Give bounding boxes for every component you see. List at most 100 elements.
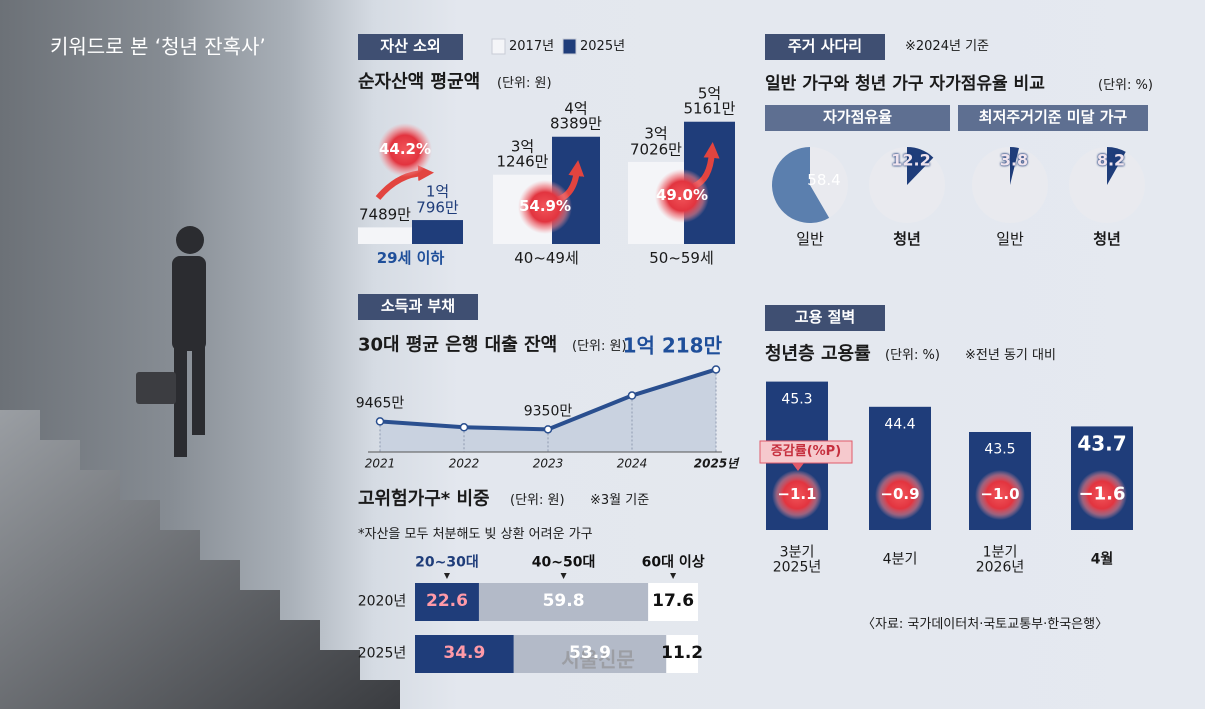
value-label: 45.3 <box>781 391 813 408</box>
bar-segment <box>648 583 698 621</box>
value-label: 43.5 <box>984 441 1016 458</box>
category-label: 청년 <box>1093 230 1121 249</box>
note: ※2024년 기준 <box>905 39 989 55</box>
section-header <box>358 294 478 320</box>
change-circle <box>875 470 925 520</box>
stairs <box>0 410 400 709</box>
change-label: −1.6 <box>1078 483 1126 505</box>
footnote: *자산을 모두 처분해도 빚 상환 어려운 가구 <box>358 527 593 543</box>
change-circle <box>378 123 432 177</box>
x-tick-label: 2022 <box>448 456 480 471</box>
bar <box>358 227 412 244</box>
x-tick-label: 40~49세 <box>514 249 579 268</box>
growth-label: 44.2% <box>378 140 432 159</box>
pie-slice <box>1010 147 1019 185</box>
section-header-label: 자산 소외 <box>380 37 441 56</box>
x-tick-label: 1분기 2026년 <box>975 544 1025 575</box>
value-label: 53.9 <box>569 643 612 664</box>
x-tick-label: 3분기 2025년 <box>772 544 822 575</box>
bar-segment <box>415 583 479 621</box>
value-label: 34.9 <box>443 643 486 664</box>
category-label: 일반 <box>996 230 1024 249</box>
value-label: 5억 5161만 <box>683 84 736 118</box>
change-circle <box>975 470 1025 520</box>
growth-label: 49.0% <box>655 186 709 205</box>
value-label: 1억 218만 <box>622 333 722 358</box>
chart-title: 순자산액 평균액 <box>358 71 481 93</box>
value-label: 3.8 <box>999 150 1029 170</box>
point <box>627 391 637 400</box>
point <box>459 423 469 432</box>
change-circle <box>655 169 709 223</box>
x-tick-label: 2023 <box>532 456 564 471</box>
legend-pointer <box>560 573 567 579</box>
value-label: 9465만 <box>355 396 405 413</box>
change-label: −1.1 <box>777 485 817 504</box>
change-circle <box>518 180 572 234</box>
legend-pointer <box>443 573 450 579</box>
chart-title: 일반 가구와 청년 가구 자가점유율 비교 <box>765 74 1045 95</box>
x-tick-label: 2025년 <box>693 456 739 471</box>
section-header-label: 주거 사다리 <box>787 37 863 56</box>
watermark: 서울신문 <box>561 647 635 672</box>
change-label: −1.0 <box>980 485 1020 504</box>
x-tick-label: 2024 <box>616 456 648 471</box>
group-header-label: 최저주거기준 미달 가구 <box>978 108 1128 127</box>
value-label: 12.2 <box>891 150 931 170</box>
man-figure <box>136 226 206 457</box>
x-tick-label: 29세 이하 <box>376 249 445 268</box>
category-label: 청년 <box>893 230 921 249</box>
change-label: −0.9 <box>880 485 920 504</box>
note: ※전년 동기 대비 <box>965 348 1056 364</box>
bar-segment <box>478 583 649 621</box>
value-label: 3억 7026만 <box>630 124 682 159</box>
pie-slice <box>907 147 934 185</box>
legend-label: 2017년 <box>509 39 555 55</box>
note: ※3월 기준 <box>590 493 650 509</box>
value-label: 22.6 <box>425 591 468 612</box>
category-label: 일반 <box>796 230 824 249</box>
chart-title: 30대 평균 은행 대출 잔액 <box>358 334 558 356</box>
section-header-label: 고용 절벽 <box>794 308 856 327</box>
legend-pointer <box>670 573 677 579</box>
growth-arrow <box>375 165 434 200</box>
value-label: 43.7 <box>1077 431 1127 456</box>
group-header <box>958 105 1148 131</box>
legend-label: 20~30대 <box>415 554 479 571</box>
section-header <box>358 34 463 60</box>
y-tick-label: 2020년 <box>357 593 407 610</box>
value-label: 59.8 <box>542 591 585 612</box>
chart-title: 고위험가구* 비중 <box>358 488 490 510</box>
value-label: 3억 1246만 <box>496 137 549 171</box>
legend-label: 40~50대 <box>531 554 596 571</box>
source: 〈자료: 국가데이터처·국토교통부·한국은행〉 <box>862 617 1109 633</box>
section-header <box>765 305 885 331</box>
group-header-label: 자가점유율 <box>822 108 893 127</box>
unit-label: (단위: 원) <box>497 76 552 92</box>
bar <box>412 220 463 244</box>
point <box>711 365 721 374</box>
value-label: 9350만 <box>523 404 573 420</box>
value-label: 58.4 <box>807 171 841 190</box>
value-label: 4억 8389만 <box>550 99 602 133</box>
x-tick-label: 50~59세 <box>649 249 714 268</box>
legend-label: 60대 이상 <box>641 554 705 571</box>
change-tag-pointer <box>792 463 804 471</box>
change-circle <box>1077 470 1127 520</box>
unit-label: (단위: 원) <box>572 339 627 355</box>
unit-label: (단위: %) <box>1098 78 1153 94</box>
value-label: 44.4 <box>884 416 916 433</box>
change-tag <box>759 440 853 464</box>
x-tick-label: 2021 <box>364 456 396 471</box>
legend-label: 2025년 <box>580 39 626 55</box>
page-title: 키워드로 본 ‘청년 잔혹사’ <box>50 34 266 59</box>
group-header <box>765 105 950 131</box>
legend-swatch <box>491 38 506 55</box>
section-header <box>765 34 885 60</box>
pie-slice <box>772 147 830 223</box>
value-label: 17.6 <box>652 591 695 612</box>
value-label: 8.2 <box>1096 150 1126 170</box>
chart-title: 청년층 고용률 <box>765 343 871 365</box>
